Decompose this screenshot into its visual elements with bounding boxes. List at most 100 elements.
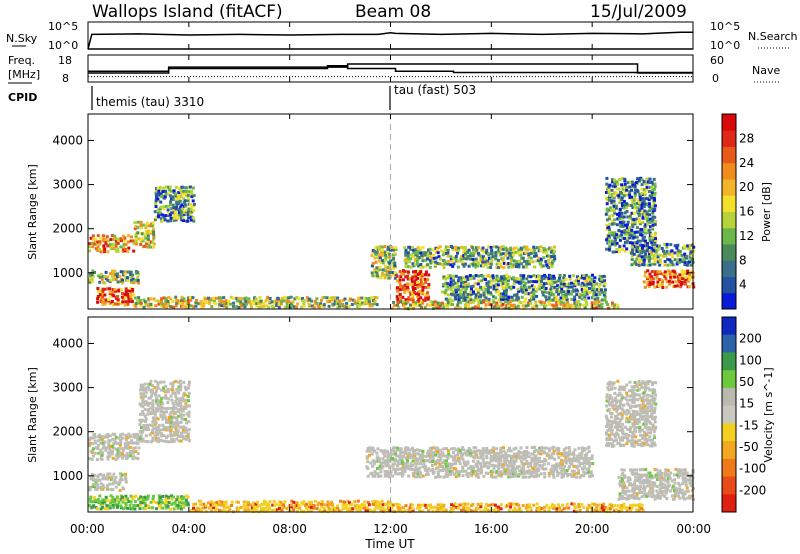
heat-cell [168,185,172,189]
heat-cell [126,240,130,244]
heat-cell [547,506,551,510]
heat-cell [114,277,118,281]
heat-cell [499,456,503,460]
heat-cell [534,454,538,458]
heat-cell [425,303,429,307]
heat-cell [643,209,647,213]
heat-cell [650,219,654,223]
heat-cell [279,302,283,306]
heat-cell [96,242,100,246]
heat-cell [186,436,190,440]
heat-cell [540,464,544,468]
heat-cell [146,403,150,407]
heat-cell [111,446,115,450]
heat-cell [105,486,109,490]
heat-cell [409,306,413,310]
heat-cell [159,380,163,384]
heat-cell [443,303,447,307]
heat-cell [143,495,147,499]
heat-cell [552,452,556,455]
heat-cell [533,462,537,465]
heat-cell [132,495,136,499]
heat-cell [504,472,508,476]
heat-cell [461,446,465,450]
heat-cell [618,425,622,428]
heat-cell [621,436,624,440]
heat-cell [260,506,263,510]
heat-cell [457,447,461,451]
heat-cell [534,254,538,258]
heat-cell [474,257,478,261]
heat-cell [603,298,607,302]
heat-cell [509,502,513,506]
heat-cell [564,461,568,465]
heat-cell [461,282,465,286]
heat-cell [458,462,462,466]
heat-cell [97,451,101,455]
heat-cell [640,204,644,207]
heat-cell [630,438,634,442]
heat-cell [466,475,470,479]
heat-cell [552,449,556,453]
heat-cell [489,503,493,507]
heat-cell [660,247,664,250]
heat-cell [114,454,118,458]
heat-cell [506,256,510,260]
heat-cell [684,277,688,281]
heat-cell [341,507,345,511]
heat-cell [533,304,537,308]
heat-cell [665,280,669,284]
heat-cell [408,467,412,471]
heat-cell [605,443,609,447]
heat-cell [403,451,407,455]
heat-cell [119,237,123,241]
heat-cell [119,435,122,439]
heat-cell [134,441,138,445]
heat-cell [580,293,584,297]
heat-cell [670,260,674,264]
heat-cell [552,506,556,510]
heat-cell [646,215,650,219]
heat-cell [479,260,483,264]
heat-cell [615,405,619,409]
heat-cell [643,425,647,429]
heat-cell [99,451,103,455]
heat-cell [116,299,120,303]
heat-cell [392,300,396,304]
heat-cell [553,249,557,253]
heat-cell [496,465,500,468]
heat-cell [612,439,616,443]
heat-cell [121,456,125,460]
heat-cell [594,300,598,304]
heat-cell [341,298,345,302]
heat-cell [540,446,544,450]
heat-cell [188,185,192,189]
heat-cell [373,256,377,260]
heat-cell [638,505,642,509]
heat-cell [177,414,181,418]
heat-cell [482,293,486,297]
heat-cell [167,296,171,299]
heat-cell [663,242,667,246]
heat-cell [620,504,624,507]
heat-cell [607,427,611,431]
heat-cell [640,233,644,237]
heat-cell [644,420,647,424]
heat-cell [403,269,407,273]
heat-cell [648,379,651,383]
heat-cell [167,188,171,192]
heat-cell [121,495,124,499]
heat-cell [628,418,632,422]
heat-cell [115,495,119,499]
heat-cell [616,182,620,186]
heat-cell [157,440,161,444]
heat-cell [493,503,497,507]
heat-cell [462,264,466,268]
heat-cell [154,436,158,440]
heat-cell [623,249,627,253]
heat-cell [96,234,100,238]
heat-cell [572,469,576,473]
heat-cell [597,285,601,289]
heat-cell [260,502,264,506]
heat-cell [630,230,634,234]
